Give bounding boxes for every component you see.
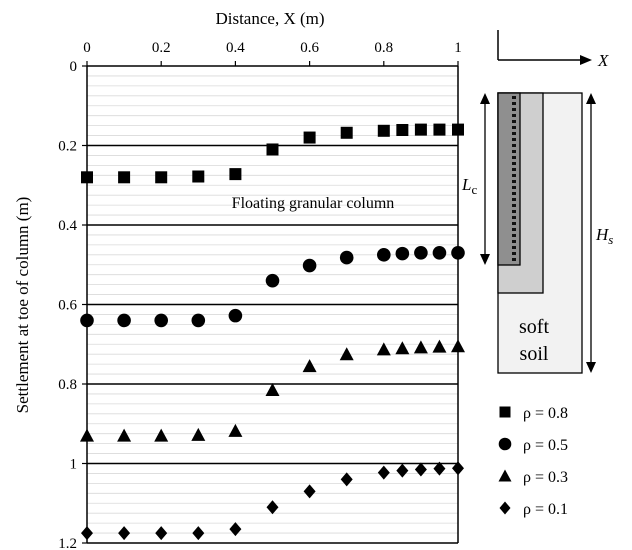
data-point <box>81 171 93 184</box>
x-tick-label: 0.2 <box>152 40 171 56</box>
series-circle <box>80 246 465 328</box>
x-tick-label: 0.6 <box>300 40 319 56</box>
soil-label-line1: soft <box>519 316 549 338</box>
legend-marker <box>498 437 512 451</box>
data-point <box>395 341 410 355</box>
data-point <box>414 462 427 477</box>
data-point <box>191 313 206 328</box>
column-schematic: X soft soil Lc Hs <box>461 30 613 374</box>
data-point <box>340 126 353 139</box>
data-point <box>265 273 280 288</box>
data-point <box>303 131 316 144</box>
data-point <box>376 342 391 356</box>
x-axis-ticks: 0 0.2 0.4 0.6 0.8 1 <box>83 40 462 66</box>
legend: ρ = 0.8 ρ = 0.5 ρ = 0.3 ρ = 0.1 <box>498 405 568 518</box>
schematic-x-label: X <box>597 51 609 70</box>
data-points <box>80 123 465 541</box>
data-point <box>228 423 243 437</box>
data-point <box>339 250 354 265</box>
y-tick-label: 1.2 <box>58 536 77 550</box>
data-point <box>433 123 446 136</box>
data-point <box>396 463 409 478</box>
x-tick-label: 0 <box>83 40 91 56</box>
series-triangle <box>80 339 465 442</box>
y-tick-label: 0.6 <box>58 298 77 314</box>
data-point <box>377 465 390 480</box>
y-axis-title: Settlement at toe of column (m) <box>13 197 32 414</box>
data-point <box>192 526 205 541</box>
data-point <box>192 170 205 183</box>
soil-label-line2: soil <box>520 343 549 365</box>
data-point <box>302 359 317 373</box>
series-diamond <box>81 461 464 541</box>
lc-arrow-bottom <box>480 254 490 265</box>
legend-label: ρ = 0.8 <box>523 405 568 422</box>
data-point <box>229 522 242 537</box>
data-point <box>118 171 131 184</box>
hs-arrow-top <box>586 93 596 104</box>
data-point <box>229 168 242 181</box>
data-point <box>191 427 206 441</box>
data-point <box>265 382 280 396</box>
data-point <box>339 347 354 361</box>
data-point <box>154 428 169 442</box>
y-tick-label: 0.4 <box>58 218 77 234</box>
data-point <box>377 248 391 262</box>
legend-marker <box>499 501 511 515</box>
column-axis-dashes <box>512 96 516 262</box>
data-point <box>452 123 464 136</box>
data-point <box>155 526 168 541</box>
data-point <box>155 171 168 184</box>
data-point <box>413 340 428 354</box>
hs-label: Hs <box>595 225 613 247</box>
data-point <box>80 428 94 442</box>
annotation-floating-column: Floating granular column <box>232 195 395 212</box>
data-point <box>266 143 279 156</box>
data-point <box>266 500 279 515</box>
y-tick-label: 0.2 <box>58 139 77 155</box>
data-point <box>118 526 131 541</box>
data-point <box>395 246 410 261</box>
data-point <box>452 461 464 476</box>
data-point <box>432 339 447 353</box>
data-point <box>228 308 243 323</box>
data-point <box>117 313 131 328</box>
legend-marker <box>499 406 511 418</box>
data-point <box>117 428 132 442</box>
data-point <box>80 313 94 328</box>
data-point <box>302 258 317 273</box>
grid-lines <box>87 75 458 534</box>
data-point <box>303 484 316 499</box>
legend-label: ρ = 0.5 <box>523 437 568 454</box>
granular-column <box>497 92 521 266</box>
schematic-x-arrowhead <box>580 55 592 65</box>
y-axis-ticks: 0 0.2 0.4 0.6 0.8 1 1.2 <box>58 59 87 550</box>
y-tick-label: 0 <box>70 59 78 75</box>
legend-label: ρ = 0.3 <box>523 469 568 486</box>
data-point <box>433 461 446 476</box>
lc-arrow-top <box>480 93 490 104</box>
data-point <box>414 246 428 260</box>
x-tick-label: 1 <box>454 40 462 56</box>
data-point <box>451 246 465 260</box>
data-point <box>340 472 353 487</box>
data-point <box>154 313 168 328</box>
y-tick-label: 0.8 <box>58 377 77 393</box>
legend-label: ρ = 0.1 <box>523 501 568 518</box>
legend-marker <box>498 469 512 482</box>
hs-arrow-bottom <box>586 362 596 373</box>
data-point <box>377 124 390 137</box>
data-point <box>396 123 409 136</box>
series-square <box>81 123 464 184</box>
y-tick-label: 1 <box>70 457 78 473</box>
x-tick-label: 0.8 <box>374 40 393 56</box>
x-tick-label: 0.4 <box>226 40 245 56</box>
data-point <box>432 246 447 260</box>
data-point <box>81 526 93 541</box>
data-point <box>414 123 427 136</box>
data-point <box>451 339 465 353</box>
x-axis-title: Distance, X (m) <box>215 9 324 28</box>
lc-label: Lc <box>461 175 477 197</box>
